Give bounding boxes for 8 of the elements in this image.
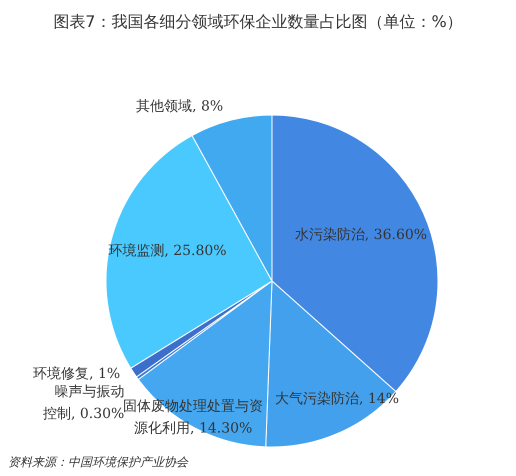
chart-title: 图表7：我国各细分领域环保企业数量占比图（单位：%） bbox=[52, 12, 464, 33]
slice-label: 水污染防治, 36.60% bbox=[294, 226, 428, 243]
slice-label: 环境修复, 1% bbox=[33, 366, 120, 382]
slice-label: 噪声与振动控制, 0.30% bbox=[42, 384, 124, 422]
text: 资料来源：中国环境保护产业协会 bbox=[8, 454, 188, 471]
slice-label: 固体废物处理处置与资源化利用, 14.30% bbox=[123, 398, 264, 436]
slice-label: 其他领域, 8% bbox=[136, 98, 224, 115]
slice-label: 环境监测, 25.80% bbox=[108, 242, 227, 259]
